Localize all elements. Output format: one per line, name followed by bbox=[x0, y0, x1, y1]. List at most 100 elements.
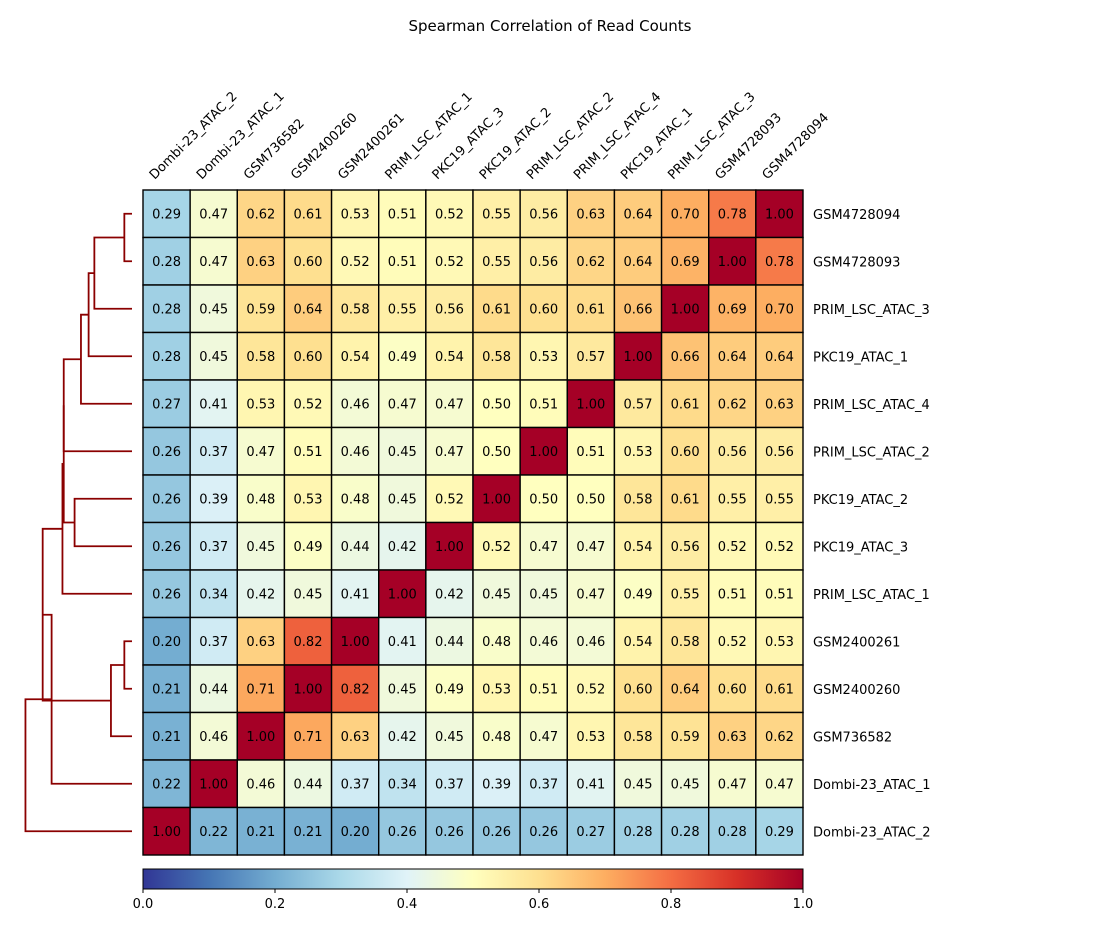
cell-value-label: 0.47 bbox=[199, 255, 228, 270]
cell-value-label: 0.45 bbox=[388, 445, 417, 460]
cell-value-label: 0.34 bbox=[388, 777, 417, 792]
cell-value-label: 0.45 bbox=[388, 682, 417, 697]
cell-value-label: 0.26 bbox=[152, 540, 181, 555]
cell-value-label: 0.41 bbox=[199, 397, 228, 412]
cell-value-label: 1.00 bbox=[482, 492, 511, 507]
heatmap-cell bbox=[519, 711, 568, 761]
dendrogram-branch bbox=[62, 358, 132, 453]
cell-value-label: 0.58 bbox=[671, 635, 700, 650]
heatmap-cell bbox=[236, 806, 286, 856]
heatmap-cell bbox=[472, 331, 521, 381]
heatmap-cell bbox=[283, 664, 333, 714]
cell-value-label: 0.47 bbox=[576, 540, 605, 555]
cell-value-label: 0.41 bbox=[576, 777, 605, 792]
heatmap-cell bbox=[472, 759, 521, 809]
row-label: PRIM_LSC_ATAC_1 bbox=[813, 588, 930, 603]
cell-value-label: 0.34 bbox=[199, 587, 228, 602]
heatmap-cell bbox=[425, 474, 474, 524]
cell-value-label: 0.51 bbox=[529, 397, 558, 412]
heatmap-cell bbox=[236, 569, 286, 619]
cell-value-label: 0.47 bbox=[435, 397, 464, 412]
heatmap-cell bbox=[708, 331, 757, 381]
heatmap-cell bbox=[189, 474, 238, 524]
heatmap-cell bbox=[755, 426, 804, 476]
heatmap-cell bbox=[708, 759, 757, 809]
dendrogram-branch bbox=[123, 212, 132, 263]
heatmap-cell bbox=[472, 664, 521, 714]
cell-value-label: 0.78 bbox=[718, 207, 747, 222]
column-label: PRIM_LSC_ATAC_1 bbox=[383, 90, 476, 183]
cell-value-label: 0.55 bbox=[482, 207, 511, 222]
cell-value-label: 0.56 bbox=[671, 540, 700, 555]
heatmap-cell bbox=[472, 379, 521, 429]
cell-value-label: 0.52 bbox=[718, 635, 747, 650]
cell-value-label: 0.52 bbox=[576, 682, 605, 697]
cell-value-label: 0.52 bbox=[765, 540, 794, 555]
cell-value-label: 0.46 bbox=[199, 730, 228, 745]
cell-value-label: 0.64 bbox=[294, 302, 323, 317]
colorbar-tick-label: 0.6 bbox=[529, 897, 550, 912]
cell-value-label: 0.56 bbox=[529, 207, 558, 222]
cell-value-label: 0.66 bbox=[624, 302, 653, 317]
colorbar-tick-label: 0.8 bbox=[661, 897, 682, 912]
cell-value-label: 0.61 bbox=[765, 682, 794, 697]
heatmap-cell bbox=[330, 284, 380, 334]
cell-value-label: 0.52 bbox=[435, 492, 464, 507]
cell-value-label: 0.46 bbox=[529, 635, 558, 650]
cell-value-label: 1.00 bbox=[624, 350, 653, 365]
cell-value-label: 0.26 bbox=[482, 825, 511, 840]
cell-value-label: 0.57 bbox=[624, 397, 653, 412]
heatmap-cell bbox=[142, 711, 191, 761]
row-label: PKC19_ATAC_3 bbox=[813, 540, 908, 555]
cell-value-label: 0.51 bbox=[388, 255, 417, 270]
cell-value-label: 0.47 bbox=[718, 777, 747, 792]
cell-value-label: 0.63 bbox=[341, 730, 370, 745]
cell-value-label: 0.54 bbox=[624, 540, 653, 555]
colorbar-tick-label: 0.2 bbox=[265, 897, 286, 912]
heatmap-cell bbox=[566, 569, 616, 619]
cell-value-label: 0.50 bbox=[576, 492, 605, 507]
cell-value-label: 1.00 bbox=[765, 207, 794, 222]
cell-value-label: 0.52 bbox=[718, 540, 747, 555]
heatmap-cell bbox=[425, 616, 474, 666]
cell-value-label: 0.41 bbox=[388, 635, 417, 650]
heatmap-cell bbox=[613, 569, 663, 619]
heatmap-cell bbox=[142, 426, 191, 476]
heatmap-cell bbox=[566, 664, 616, 714]
heatmap-cell bbox=[472, 711, 521, 761]
cell-value-label: 0.70 bbox=[765, 302, 794, 317]
cell-value-label: 0.56 bbox=[435, 302, 464, 317]
cell-value-label: 1.00 bbox=[246, 730, 275, 745]
cell-value-label: 0.52 bbox=[341, 255, 370, 270]
cell-value-label: 0.47 bbox=[765, 777, 794, 792]
heatmap-cell bbox=[519, 189, 568, 239]
cell-value-label: 0.51 bbox=[294, 445, 323, 460]
heatmap-cell bbox=[283, 521, 333, 571]
cell-value-label: 0.47 bbox=[199, 207, 228, 222]
heatmap-cell bbox=[330, 331, 380, 381]
heatmap-cell bbox=[472, 521, 521, 571]
cell-value-label: 0.52 bbox=[294, 397, 323, 412]
heatmap-cell bbox=[613, 711, 663, 761]
heatmap-cell bbox=[142, 806, 191, 856]
cell-value-label: 1.00 bbox=[388, 587, 417, 602]
heatmap-cell bbox=[378, 379, 427, 429]
heatmap-cell bbox=[613, 474, 663, 524]
heatmap-cell bbox=[660, 711, 710, 761]
cell-value-label: 0.21 bbox=[152, 730, 181, 745]
row-label: PKC19_ATAC_1 bbox=[813, 350, 908, 365]
heatmap-cell bbox=[378, 806, 427, 856]
heatmap-cell bbox=[566, 806, 616, 856]
cell-value-label: 0.53 bbox=[246, 397, 275, 412]
heatmap-cell bbox=[566, 331, 616, 381]
heatmap-cell bbox=[519, 474, 568, 524]
cell-value-label: 0.60 bbox=[294, 350, 323, 365]
cell-value-label: 0.21 bbox=[246, 825, 275, 840]
cell-value-label: 0.42 bbox=[246, 587, 275, 602]
heatmap-cell bbox=[613, 806, 663, 856]
cell-value-label: 0.53 bbox=[341, 207, 370, 222]
cell-value-label: 0.47 bbox=[529, 730, 558, 745]
heatmap-cell bbox=[708, 664, 757, 714]
cell-value-label: 0.56 bbox=[765, 445, 794, 460]
